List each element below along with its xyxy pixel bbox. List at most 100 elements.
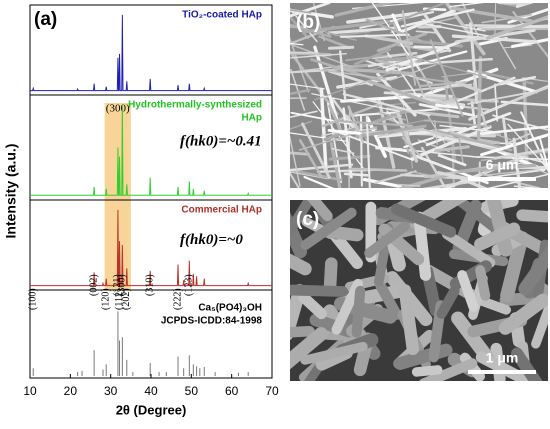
sem-rod (497, 3, 528, 6)
sem-rod (376, 72, 417, 117)
sem-rod (321, 69, 387, 80)
sem-rod (364, 34, 414, 46)
x-tick-label: 20 (64, 384, 78, 398)
sem-rod (309, 313, 356, 338)
sem-rod (433, 134, 500, 150)
sem-rod (474, 222, 521, 251)
sem-texture (290, 3, 548, 188)
sem-rod (423, 119, 491, 128)
sem-rod (290, 36, 310, 93)
sem-rod (290, 9, 312, 14)
sem-rod (290, 51, 332, 57)
annotation: f(hk0)=~0.41 (180, 134, 262, 150)
sem-rod (480, 172, 541, 188)
sem-rod (311, 93, 400, 112)
sem-rod (499, 290, 548, 307)
sem-rod (318, 35, 352, 50)
sem-rod (326, 102, 343, 184)
sem-rod (290, 24, 307, 29)
sem-rod (290, 327, 328, 370)
x-tick-label: 70 (265, 384, 279, 398)
sem-rod (485, 168, 548, 176)
sem-rod (368, 79, 447, 110)
sem-rod (415, 30, 439, 34)
sem-rod (349, 167, 408, 172)
sem-rod (327, 26, 396, 35)
sem-rod (516, 209, 548, 223)
sem-rod (437, 171, 475, 182)
sem-rod (457, 270, 479, 312)
sem-rod (303, 359, 326, 381)
sem-rod (365, 115, 371, 188)
sem-rod (398, 83, 473, 93)
sem-rod (338, 50, 347, 102)
sem-rod (388, 3, 448, 26)
y-axis-label: Intensity (a.u.) (3, 144, 19, 239)
sem-rod (475, 264, 491, 301)
x-axis-label: 2θ (Degree) (116, 402, 187, 417)
sem-rod (376, 126, 468, 139)
x-tick-label: 40 (144, 384, 158, 398)
sem-rod (290, 253, 312, 276)
sem-rod (401, 9, 417, 86)
sem-rod (290, 88, 311, 96)
sem-rod (396, 183, 421, 187)
sem-rod (352, 108, 436, 117)
sem-rod (290, 325, 315, 338)
sem-rod (345, 54, 387, 62)
sem-rod (439, 124, 494, 133)
peak-label: (222) (172, 288, 183, 310)
sem-rod (335, 31, 371, 37)
sem-rod (455, 80, 482, 93)
peak-label: (202) (121, 288, 132, 310)
image-label: (c) (296, 209, 319, 230)
sem-rod (290, 42, 304, 46)
sem-rod (290, 52, 347, 59)
sem-rod (483, 169, 546, 179)
sem-rod (334, 3, 395, 17)
peak-label: (121) (112, 274, 123, 296)
sem-rod (431, 100, 456, 104)
sem-rod (328, 104, 343, 134)
sem-rod (507, 123, 548, 170)
panel-title: Ca₅(PO4)₃OH (198, 303, 262, 314)
sem-rod (396, 172, 455, 188)
sem-rod (334, 130, 414, 161)
sem-rod (401, 136, 421, 157)
sem-rod (290, 83, 325, 90)
sem-rod (397, 50, 468, 71)
sem-rod (449, 3, 485, 8)
sem-rod (518, 245, 548, 296)
sem-rod (477, 138, 501, 145)
sem-rod (359, 113, 363, 187)
sem-rod (397, 43, 441, 53)
xrd-line (30, 106, 272, 196)
sem-rod (390, 203, 457, 238)
sem-rod (444, 3, 486, 56)
sem-rod (434, 119, 438, 145)
sem-rod (475, 69, 534, 85)
sem-rod (398, 284, 420, 356)
sem-rod (418, 103, 475, 117)
sem-rod (429, 39, 464, 117)
sem-rod (400, 8, 475, 28)
sem-rod (435, 103, 464, 110)
sem-rod (297, 291, 327, 320)
sem-rod (410, 170, 443, 179)
sem-rod (513, 86, 548, 102)
sem-rod (327, 45, 355, 50)
sem-image: (c) 1 μm (290, 200, 548, 381)
sem-rod (301, 122, 331, 179)
sem-rod (290, 132, 349, 142)
sem-rod (485, 78, 512, 90)
sem-rod (515, 3, 534, 8)
sem-rod (298, 139, 324, 179)
sem-rod (323, 257, 338, 295)
sem-rod (437, 154, 467, 167)
peak-label: (300) (117, 274, 128, 296)
sem-rod (390, 17, 457, 34)
sem-rod (290, 171, 300, 188)
sem-rod (290, 49, 339, 116)
sem-rod (327, 128, 361, 135)
